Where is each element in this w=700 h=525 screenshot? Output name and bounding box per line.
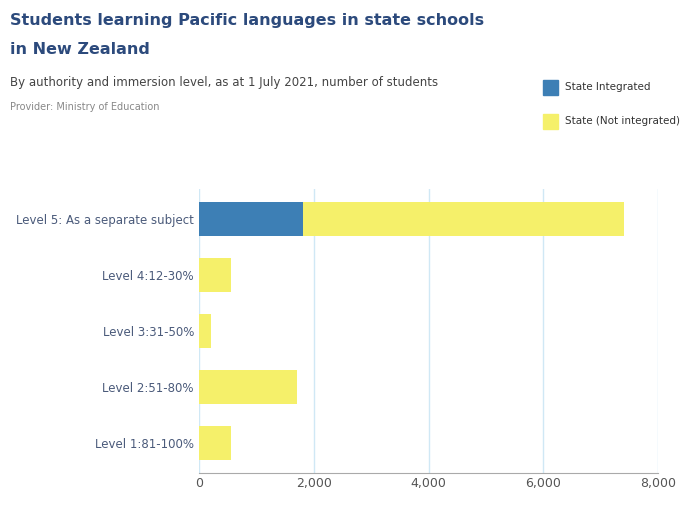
Text: Students learning Pacific languages in state schools: Students learning Pacific languages in s… bbox=[10, 13, 484, 28]
Bar bbox=[199, 314, 211, 348]
Bar bbox=[302, 202, 624, 236]
Text: in New Zealand: in New Zealand bbox=[10, 42, 150, 57]
Text: Provider: Ministry of Education: Provider: Ministry of Education bbox=[10, 102, 160, 112]
Text: By authority and immersion level, as at 1 July 2021, number of students: By authority and immersion level, as at … bbox=[10, 76, 439, 89]
Text: State (Not integrated): State (Not integrated) bbox=[565, 116, 680, 127]
Bar bbox=[199, 370, 297, 404]
Bar bbox=[199, 202, 302, 236]
Bar bbox=[199, 258, 231, 291]
Text: figure.nz: figure.nz bbox=[580, 23, 657, 38]
Text: State Integrated: State Integrated bbox=[565, 82, 650, 92]
Bar bbox=[199, 426, 231, 459]
